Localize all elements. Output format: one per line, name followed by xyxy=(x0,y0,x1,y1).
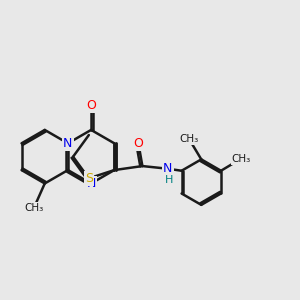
Text: N: N xyxy=(86,177,96,190)
Text: N: N xyxy=(163,162,172,175)
Text: H: H xyxy=(165,175,173,185)
Text: CH₃: CH₃ xyxy=(180,134,199,144)
Text: CH₃: CH₃ xyxy=(231,154,251,164)
Text: S: S xyxy=(85,172,93,185)
Text: N: N xyxy=(63,137,73,150)
Text: O: O xyxy=(86,99,96,112)
Text: CH₃: CH₃ xyxy=(24,202,44,213)
Text: O: O xyxy=(134,137,143,150)
